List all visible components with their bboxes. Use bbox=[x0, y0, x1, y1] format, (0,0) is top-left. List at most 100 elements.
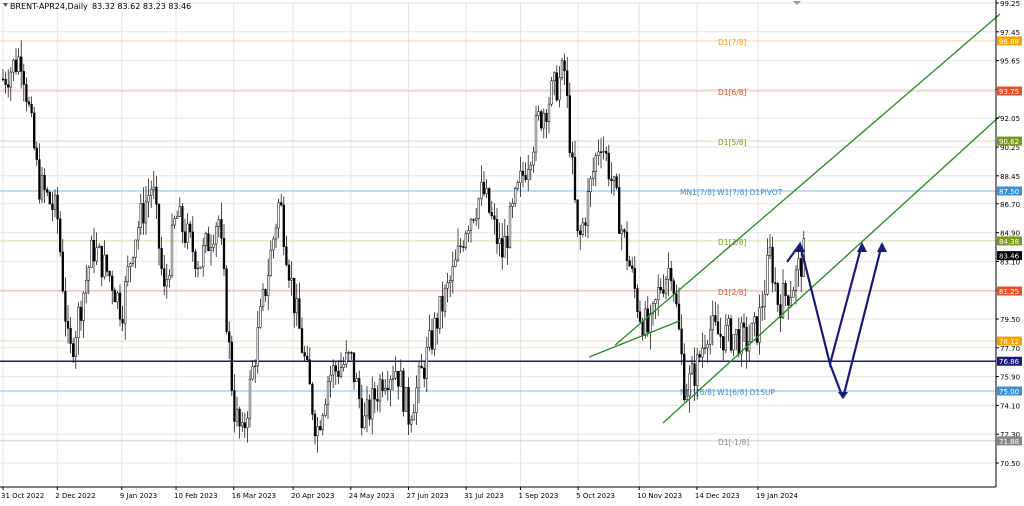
candle-body bbox=[722, 336, 725, 351]
candle-body bbox=[303, 352, 306, 357]
candle-body bbox=[610, 178, 613, 182]
candle-body bbox=[571, 152, 574, 158]
candle-body bbox=[550, 80, 553, 105]
candle-body bbox=[628, 260, 631, 267]
candle-body bbox=[285, 246, 288, 266]
candle bbox=[334, 361, 337, 385]
candle-body bbox=[498, 238, 501, 244]
candle bbox=[324, 398, 327, 418]
candle bbox=[698, 350, 701, 362]
candle-body bbox=[345, 352, 348, 365]
candle bbox=[186, 213, 189, 250]
candle-body bbox=[126, 266, 129, 283]
candle-body bbox=[493, 215, 496, 220]
candle-body bbox=[480, 182, 483, 200]
candle-body bbox=[33, 112, 36, 149]
candle-body bbox=[90, 239, 93, 268]
candle-body bbox=[186, 223, 189, 243]
candle-body bbox=[118, 292, 122, 320]
candle-body bbox=[766, 254, 769, 295]
level-price-badge bbox=[997, 286, 1022, 296]
candle-body bbox=[116, 292, 119, 303]
candle bbox=[800, 249, 803, 293]
candle bbox=[144, 186, 148, 236]
candle-body bbox=[293, 277, 296, 314]
candle-body bbox=[144, 201, 148, 224]
candle bbox=[415, 375, 418, 425]
candle bbox=[352, 352, 356, 390]
candle bbox=[131, 256, 135, 267]
candle bbox=[623, 228, 626, 238]
candle bbox=[12, 58, 15, 81]
candle-body bbox=[423, 367, 426, 379]
candle-body bbox=[189, 223, 192, 233]
candle-body bbox=[147, 195, 150, 203]
candle bbox=[256, 310, 259, 374]
scroll-marker-icon[interactable] bbox=[793, 1, 801, 5]
candle-body bbox=[61, 251, 64, 292]
candle bbox=[797, 248, 800, 287]
candle-body bbox=[139, 202, 142, 228]
candle-body bbox=[761, 306, 764, 309]
candle bbox=[194, 248, 197, 278]
candle-body bbox=[53, 194, 57, 210]
candle bbox=[389, 375, 392, 407]
candle bbox=[573, 140, 577, 204]
candle-body bbox=[511, 203, 514, 207]
candle bbox=[441, 281, 444, 329]
y-tick-label: 90.25 bbox=[1000, 144, 1020, 152]
candle-body bbox=[729, 318, 733, 351]
candle-body bbox=[755, 316, 759, 343]
candle-body bbox=[706, 344, 709, 349]
candle-body bbox=[165, 279, 168, 287]
candle-body bbox=[454, 259, 457, 267]
candle-body bbox=[774, 282, 777, 284]
candle bbox=[631, 257, 634, 273]
candle bbox=[784, 280, 787, 307]
candle bbox=[443, 284, 447, 318]
candle-body bbox=[680, 328, 683, 355]
candle bbox=[420, 353, 423, 369]
candle bbox=[300, 317, 304, 354]
candle bbox=[748, 324, 751, 362]
candle-body bbox=[475, 218, 478, 221]
candle-body bbox=[683, 353, 686, 400]
candle-body bbox=[631, 265, 634, 269]
candle bbox=[365, 385, 369, 433]
candle-body bbox=[633, 268, 636, 289]
candle bbox=[436, 312, 439, 345]
candle bbox=[82, 291, 85, 338]
candle-body bbox=[371, 388, 374, 420]
candle bbox=[501, 223, 504, 270]
candle-body bbox=[524, 175, 527, 180]
candle bbox=[410, 415, 413, 433]
candle bbox=[584, 217, 587, 237]
candle-body bbox=[690, 363, 694, 375]
candle-body bbox=[529, 164, 532, 170]
candle bbox=[755, 316, 759, 346]
candle-body bbox=[4, 79, 7, 85]
candle bbox=[126, 255, 129, 287]
candle bbox=[493, 203, 496, 235]
candle-body bbox=[277, 202, 280, 229]
candle-body bbox=[727, 318, 730, 326]
candle-body bbox=[521, 170, 525, 176]
candle bbox=[228, 321, 231, 359]
candle bbox=[129, 262, 132, 283]
candle-body bbox=[784, 282, 787, 296]
candle-body bbox=[459, 245, 462, 247]
candle bbox=[134, 239, 137, 269]
candle-body bbox=[217, 219, 220, 227]
candle-body bbox=[781, 282, 785, 319]
candle bbox=[137, 220, 140, 250]
candle bbox=[620, 224, 623, 251]
candle-body bbox=[636, 288, 639, 312]
candle bbox=[589, 176, 592, 207]
candle-body bbox=[758, 307, 761, 343]
candle-body bbox=[787, 295, 790, 306]
candle bbox=[779, 294, 782, 333]
forecast-path-secondary bbox=[841, 243, 884, 399]
candle bbox=[212, 234, 215, 253]
candle bbox=[360, 384, 363, 436]
candle bbox=[238, 406, 241, 439]
